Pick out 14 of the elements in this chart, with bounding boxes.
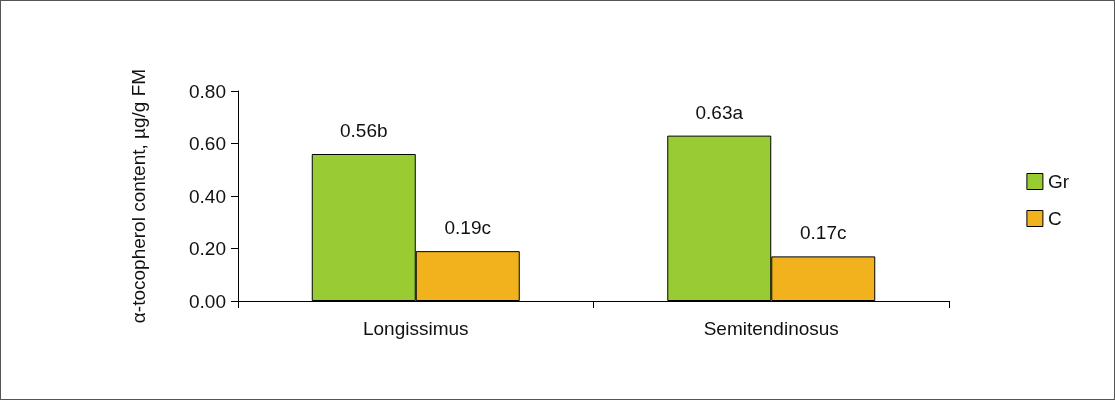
data-label: 0.56b — [339, 120, 388, 141]
x-tick-label: Longissimus — [362, 318, 469, 339]
legend-label: C — [1047, 208, 1062, 229]
y-tick-label: 0.80 — [189, 80, 226, 102]
data-label: 0.17c — [800, 222, 847, 244]
x-tick-label: Semitendinosus — [703, 318, 839, 339]
y-tick-label: 0.60 — [189, 133, 226, 154]
legend-label: Gr — [1047, 171, 1070, 192]
y-axis-title: α-tocopherol content, µg/g FM — [127, 68, 149, 324]
data-label: 0.63a — [695, 101, 744, 123]
y-tick-label: 0.40 — [189, 185, 226, 207]
y-tick-label: 0.00 — [189, 290, 226, 312]
data-label: 0.19c — [444, 217, 491, 239]
y-tick-label: 0.20 — [189, 238, 226, 259]
